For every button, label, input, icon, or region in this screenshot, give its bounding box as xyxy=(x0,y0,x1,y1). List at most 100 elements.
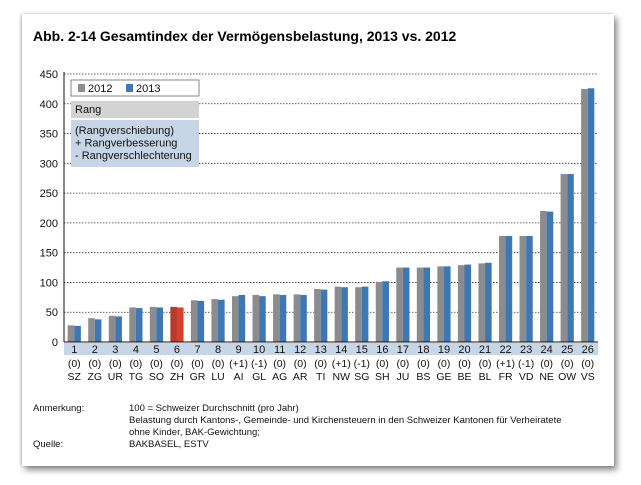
bar-2013-VS xyxy=(587,88,595,342)
category-label: AR xyxy=(293,371,308,383)
rank-change-label: (+1) xyxy=(229,358,248,370)
bar-2013-LU xyxy=(218,299,225,342)
bar-2012-GL xyxy=(252,294,260,342)
category-label: LU xyxy=(211,371,224,383)
category-label: GR xyxy=(190,371,206,383)
bar-2012-AG xyxy=(273,294,280,342)
rank-label: 25 xyxy=(561,344,573,356)
category-label: AG xyxy=(272,371,287,383)
rank-label: 5 xyxy=(153,344,159,356)
bars xyxy=(67,88,595,342)
rank-change-label: (0) xyxy=(561,358,574,370)
bar-2013-BS xyxy=(423,267,431,342)
category-label: SO xyxy=(149,371,164,383)
rank-change-label: (-1) xyxy=(518,358,534,370)
rank-label: 12 xyxy=(294,344,306,356)
bar-2012-FR xyxy=(498,235,506,342)
category-label: NE xyxy=(539,371,554,383)
category-label: BL xyxy=(479,371,492,383)
category-label: TI xyxy=(316,371,325,383)
rank-change-label: (0) xyxy=(581,358,594,370)
rank-label: 13 xyxy=(315,344,327,356)
category-label: OW xyxy=(558,371,576,383)
rank-label: 24 xyxy=(541,344,553,356)
bar-2012-BS xyxy=(416,267,424,342)
legend-rang-note: + Rangverbesserung xyxy=(75,138,177,150)
bar-2013-SO xyxy=(156,307,164,342)
bar-2012-SZ xyxy=(67,325,75,342)
bar-2012-VD xyxy=(519,235,527,342)
bar-2012-TG xyxy=(129,307,136,342)
y-tick-label: 100 xyxy=(40,277,58,289)
notes: Anmerkung: 100 = Schweizer Durchschnitt (… xyxy=(33,403,562,450)
bar-2013-OW xyxy=(567,174,574,342)
rank-change-label: (0) xyxy=(68,358,81,370)
rank-label: 15 xyxy=(356,344,368,356)
rank-label: 9 xyxy=(236,344,242,356)
category-label: ZH xyxy=(170,371,184,383)
rank-change-label: (0) xyxy=(314,358,327,370)
rank-change-label: (0) xyxy=(109,358,122,370)
bar-2013-SH xyxy=(382,281,389,342)
bar-2013-FR xyxy=(505,235,513,342)
category-label: VD xyxy=(519,371,534,383)
bar-2012-GE xyxy=(437,266,444,342)
legend-rang-note: - Rangverschlechterung xyxy=(75,150,192,162)
bar-2013-GL xyxy=(259,296,266,342)
bar-2013-NE xyxy=(546,211,554,342)
y-tick-label: 300 xyxy=(40,158,58,170)
rank-label: 6 xyxy=(174,344,180,356)
legend: 2012 2013 Rang (Rangverschiebung)+ Rangverb… xyxy=(70,79,200,167)
bar-2013-BL xyxy=(485,262,492,342)
bar-2013-AG xyxy=(279,294,287,342)
legend-swatch-2013 xyxy=(126,84,133,92)
bar-2012-SH xyxy=(375,281,383,342)
figure-card: Abb. 2-14 Gesamtindex der Vermögensbelas… xyxy=(22,14,614,466)
y-tick-label: 50 xyxy=(46,307,58,319)
category-label: GL xyxy=(252,371,266,383)
rank-change-label: (-1) xyxy=(251,358,267,370)
category-label: FR xyxy=(499,371,513,383)
rank-change-label: (+1) xyxy=(332,358,351,370)
bar-2013-NW xyxy=(341,287,348,342)
x-labels: 1(0)SZ2(0)ZG3(0)UR4(0)TG5(0)SO6(0)ZH7(0)… xyxy=(64,343,598,383)
y-tick-label: 250 xyxy=(40,188,58,200)
rank-change-label: (0) xyxy=(150,358,163,370)
bar-2012-LU xyxy=(211,299,219,342)
rank-change-label: (0) xyxy=(88,358,101,370)
bar-2013-SG xyxy=(361,286,369,342)
bar-2012-TI xyxy=(314,288,321,342)
category-label: SZ xyxy=(68,371,82,383)
bar-2013-UR xyxy=(115,316,122,342)
category-label: VS xyxy=(581,371,595,383)
category-label: BS xyxy=(416,371,430,383)
y-tick-label: 350 xyxy=(40,129,58,141)
legend-rang-notes-bg xyxy=(71,120,199,167)
rank-label: 16 xyxy=(376,344,388,356)
category-label: AI xyxy=(234,371,244,383)
rank-band xyxy=(64,343,598,355)
rank-change-label: (0) xyxy=(129,358,142,370)
rank-change-label: (0) xyxy=(479,358,492,370)
rank-label: 26 xyxy=(582,344,594,356)
anmerkung-line: 100 = Schweizer Durchschnitt (pro Jahr) xyxy=(129,403,299,414)
bar-2012-ZH xyxy=(170,306,177,342)
bar-2013-BE xyxy=(464,264,472,342)
legend-box xyxy=(70,79,200,97)
bar-2012-ZG xyxy=(88,318,95,342)
rank-label: 2 xyxy=(92,344,98,356)
bar-2013-ZG xyxy=(94,319,102,342)
bar-2012-OW xyxy=(560,174,568,342)
category-label: NW xyxy=(333,371,351,383)
rank-label: 23 xyxy=(520,344,532,356)
bar-2013-GR xyxy=(197,300,205,342)
bar-2013-ZH xyxy=(176,307,184,342)
category-label: SG xyxy=(354,371,369,383)
rank-change-label: (0) xyxy=(458,358,471,370)
category-label: TG xyxy=(129,371,144,383)
bar-2013-AI xyxy=(238,294,246,342)
bar-2013-TG xyxy=(135,308,143,342)
bar-2012-JU xyxy=(396,267,403,342)
rank-label: 20 xyxy=(458,344,470,356)
rank-label: 8 xyxy=(215,344,221,356)
